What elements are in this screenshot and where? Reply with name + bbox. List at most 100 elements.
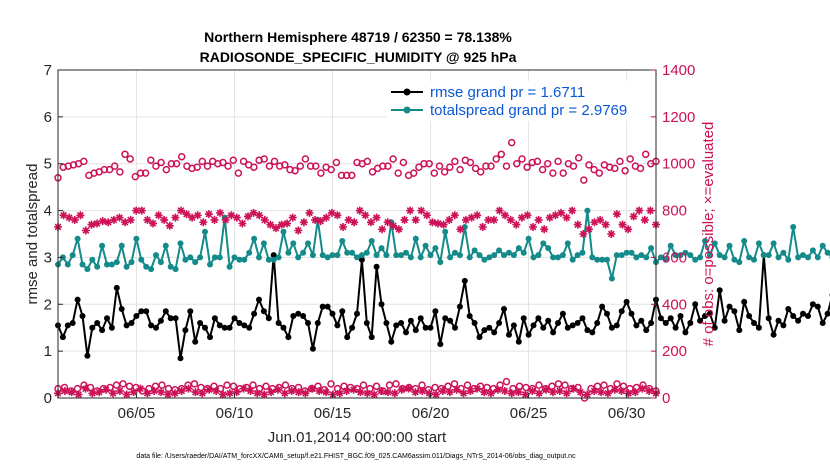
- series-1-point: [633, 254, 640, 261]
- series-1-point: [721, 254, 728, 261]
- series-0-point: [795, 317, 802, 324]
- y-tick-label: 3: [44, 249, 52, 266]
- series-2-point: [177, 152, 186, 161]
- series-3-point: [266, 220, 275, 229]
- series-0-point: [731, 308, 738, 315]
- series-3-point: [204, 210, 213, 219]
- series-1-point: [456, 252, 463, 259]
- series-5-point: [260, 390, 269, 399]
- series-1-point: [123, 263, 130, 270]
- series-0-point: [251, 310, 258, 317]
- series-1-point: [819, 242, 826, 249]
- series-5-point: [170, 389, 179, 398]
- series-5-point: [610, 385, 619, 394]
- series-0-point: [501, 306, 507, 312]
- series-5-point: [445, 388, 454, 397]
- series-2-point: [389, 155, 397, 163]
- series-0-point: [809, 301, 816, 308]
- series-0-point: [128, 320, 135, 326]
- series-3-point: [288, 213, 297, 222]
- series-5-point: [597, 388, 605, 397]
- series-4-point: [392, 380, 400, 388]
- series-2-point: [420, 159, 428, 168]
- series-5-point: [480, 388, 489, 397]
- chart-title: Northern Hemisphere 48719 / 62350 = 78.1…: [204, 29, 512, 45]
- series-5-point: [74, 390, 83, 399]
- series-3-point: [462, 215, 470, 224]
- series-0-point: [667, 315, 674, 322]
- legend-rmse-marker: [403, 88, 411, 96]
- series-2-point: [409, 169, 418, 177]
- series-0-point: [89, 324, 96, 331]
- footer-datafile: data file: /Users/raeder/DAI/ATM_forcXX/…: [136, 453, 576, 460]
- series-3-point: [640, 215, 649, 224]
- series-3-point: [188, 213, 197, 222]
- series-5-point: [521, 390, 530, 399]
- series-0-point: [275, 320, 282, 326]
- series-2-point: [193, 163, 201, 171]
- series-1-point: [358, 252, 365, 259]
- series-1-point: [706, 252, 713, 259]
- series-1-point: [682, 249, 689, 256]
- series-1-point: [579, 249, 586, 256]
- series-0-point: [682, 329, 689, 336]
- series-4-point: [112, 381, 121, 389]
- series-3-point: [216, 208, 225, 217]
- series-5-point: [617, 387, 626, 395]
- series-2-point: [368, 168, 377, 176]
- series-3-point: [383, 218, 392, 227]
- series-1-point: [466, 254, 473, 261]
- y-axis-right-label: # of obs: o=possible; ×=evaluated: [700, 122, 717, 347]
- series-0-point: [207, 334, 213, 341]
- series-1-point: [623, 249, 630, 256]
- series-1-point: [94, 263, 101, 270]
- series-3-point: [339, 223, 347, 231]
- series-1-point: [765, 252, 772, 259]
- series-2: [54, 138, 660, 184]
- series-2-point: [229, 156, 238, 164]
- series-1-point: [108, 261, 115, 268]
- series-0-point: [814, 303, 821, 310]
- series-1-point: [349, 249, 356, 256]
- series-1-point: [530, 254, 537, 261]
- series-0-point: [805, 313, 811, 319]
- series-2-point: [260, 155, 268, 163]
- series-4-point: [535, 381, 543, 389]
- series-0-point: [638, 317, 645, 324]
- series-5-point: [143, 389, 152, 398]
- series-1-point: [236, 256, 243, 263]
- series-0-point: [432, 308, 439, 315]
- series-0-point: [324, 303, 331, 310]
- series-1-point: [246, 249, 253, 256]
- series-1-point: [677, 252, 684, 259]
- series-1-point: [300, 249, 307, 256]
- x-tick-label: 06/25: [510, 405, 548, 422]
- series-1-point: [506, 249, 512, 256]
- series-2-point: [585, 161, 593, 169]
- series-2-point: [502, 162, 511, 170]
- series-1-point: [643, 254, 650, 261]
- series-0-point: [466, 313, 473, 319]
- series-5-point: [500, 387, 509, 395]
- series-2-point: [332, 158, 341, 167]
- series-3-point: [512, 220, 521, 229]
- series-2-point: [312, 162, 320, 170]
- y-tick-label: 7: [44, 62, 52, 79]
- series-3-point: [495, 206, 504, 215]
- series-1-point: [569, 256, 576, 263]
- series-1-point: [231, 254, 238, 261]
- series-1-point: [628, 249, 635, 256]
- series-5-point: [624, 389, 633, 398]
- series-2-point: [435, 162, 444, 170]
- series-1-point: [162, 242, 169, 249]
- series-2-point: [167, 159, 176, 168]
- series-1-point: [324, 254, 331, 261]
- series-0-point: [74, 296, 81, 303]
- series-5-point: [548, 388, 557, 397]
- series-0-point: [785, 306, 792, 312]
- series-5-point: [583, 390, 592, 399]
- series-3-point: [87, 220, 96, 229]
- series-4-point: [262, 382, 270, 391]
- series-1-point: [157, 259, 164, 266]
- series-0-point: [256, 296, 262, 303]
